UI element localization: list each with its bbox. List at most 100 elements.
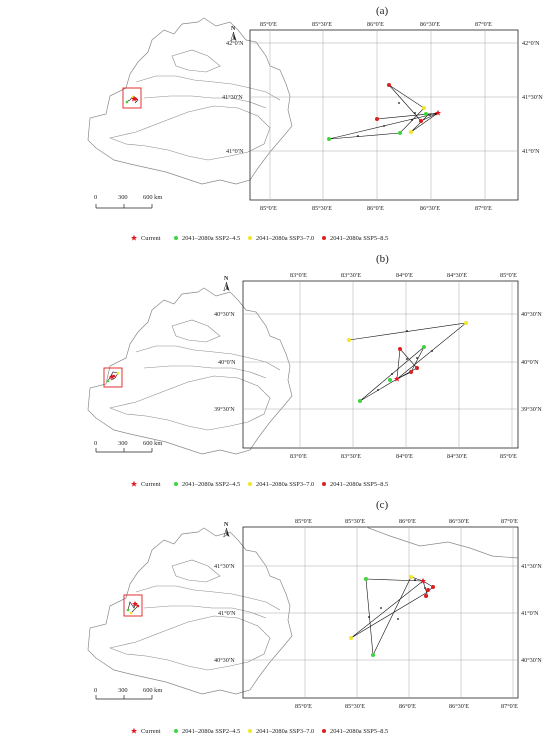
panel-b-lat-right-1: 40°30′N — [521, 311, 542, 318]
panel-c-lon-labels-top: 85°0′E 85°30′E 86°0′E 86°30′E 87°0′E — [295, 518, 518, 525]
legend-a-current: Current — [141, 235, 161, 242]
legend-b-star-icon — [130, 480, 138, 487]
panel-c-lat-right-2: 41°0′N — [521, 610, 539, 617]
panel-b-ssp245-point-1 — [358, 399, 362, 403]
scale-label-600: 600 km — [143, 194, 162, 201]
panel-c-ssp370-point-1 — [409, 575, 413, 579]
panel-b-ssp370-point-1 — [464, 321, 468, 325]
panel-a-label: (a) — [376, 5, 389, 17]
panel-a-ssp585-point-3 — [375, 117, 379, 121]
legend-b-ssp245-dot — [174, 482, 178, 486]
panel-b-current-star-icon — [393, 375, 401, 382]
panel-a-centroid-track — [327, 83, 442, 141]
panel-c-lat-labels-left: 41°30′N 41°0′N 40°30′N — [214, 563, 236, 664]
panel-a-ssp245-point-2 — [398, 131, 402, 135]
panel-c-lon-top-1: 85°0′E — [295, 518, 312, 525]
scale-label-b-300: 300 — [118, 440, 128, 447]
panel-b-lon-top-5: 85°0′E — [500, 272, 517, 279]
panel-a-lon-top-3: 86°0′E — [367, 21, 384, 28]
panel-b-lat-labels-right: 40°30′N 40°0′N 39°30′N — [521, 311, 542, 413]
svg-text:N: N — [224, 276, 229, 282]
panel-a-lat-labels-right: 42°0′N 41°30′N 41°0′N — [522, 40, 543, 155]
panel-c-ssp585-point-2 — [431, 585, 435, 589]
panel-c-lon-bottom-3: 86°0′E — [399, 703, 416, 710]
panel-a-ssp245-point-1 — [327, 137, 331, 141]
panel-a-lon-labels-top: 85°0′E 85°30′E 86°0′E 86°30′E 87°0′E — [260, 21, 492, 28]
panel-c-mini-track — [126, 600, 140, 615]
panel-c-lon-bottom-5: 87°0′E — [501, 703, 518, 710]
scale-label-b-600: 600 km — [143, 440, 162, 447]
panel-c: 0 300 600 km (c) N 85°0′ — [87, 499, 542, 735]
panel-a: 0 300 600 km (a) N 85°0′E — [87, 5, 543, 242]
panel-c-centroid-track — [349, 575, 435, 657]
legend-c-ssp585-dot — [322, 729, 326, 733]
panel-a-lon-top-4: 86°30′E — [420, 21, 440, 28]
panel-b-mini-track — [106, 371, 120, 383]
svg-text:N: N — [224, 522, 229, 528]
panel-a-lon-bottom-4: 86°30′E — [420, 205, 440, 212]
panel-a-scale-bar: 0 300 600 km — [94, 194, 162, 209]
panel-a-lon-top-2: 85°30′E — [312, 21, 332, 28]
panel-b-lat-right-2: 40°0′N — [521, 359, 539, 366]
panel-b-label: (b) — [376, 253, 389, 265]
panel-c-lat-left-3: 40°30′N — [214, 657, 235, 664]
panel-a-lat-left-1: 42°0′N — [226, 40, 244, 47]
panel-c-ssp585-point-3 — [426, 588, 430, 592]
panel-b-lon-top-4: 84°30′E — [447, 272, 467, 279]
svg-text:N: N — [231, 26, 236, 32]
legend-a-ssp585-dot — [322, 236, 326, 240]
panel-b-ssp370-point-2 — [347, 338, 351, 342]
panel-b-ssp585-point-1 — [398, 347, 402, 351]
panel-c-north-arrow-icon: N — [223, 522, 230, 538]
panel-c-lat-right-1: 41°30′N — [521, 563, 542, 570]
legend-b-ssp585: 2041–2080a SSP5–8.5 — [330, 481, 388, 488]
legend-c-ssp370: 2041–2080a SSP3–7.0 — [256, 728, 314, 735]
scale-label-b-0: 0 — [94, 440, 97, 447]
panel-b-centroid-track — [347, 321, 468, 403]
scale-label-c-300: 300 — [118, 687, 128, 694]
panel-b-overview-map — [87, 287, 293, 455]
panel-b-lon-bottom-1: 83°0′E — [290, 453, 307, 460]
panel-b-lon-bottom-4: 84°30′E — [447, 453, 467, 460]
panel-c-lon-bottom-1: 85°0′E — [295, 703, 312, 710]
panel-a-lon-bottom-2: 85°30′E — [312, 205, 332, 212]
panel-b-lon-top-1: 83°0′E — [290, 272, 307, 279]
panel-a-lat-right-2: 41°30′N — [522, 94, 543, 101]
panel-a-ssp585-point-1 — [387, 83, 391, 87]
panel-c-lon-top-4: 86°30′E — [449, 518, 469, 525]
panel-a-north-arrow-icon: N — [230, 26, 237, 42]
panel-a-lon-bottom-3: 86°0′E — [367, 205, 384, 212]
panel-b-region-outline — [87, 287, 293, 455]
panel-c-ssp370-point-2 — [349, 636, 353, 640]
panel-a-lat-labels-left: 42°0′N 41°30′N 41°0′N — [222, 40, 244, 155]
panel-a-lat-left-3: 41°0′N — [226, 148, 244, 155]
panel-c-lat-left-1: 41°30′N — [214, 563, 235, 570]
panel-c-lat-labels-right: 41°30′N 41°0′N 40°30′N — [521, 563, 542, 664]
panel-c-label: (c) — [376, 499, 389, 511]
legend-c-star-icon — [130, 727, 138, 734]
legend-a-ssp585: 2041–2080a SSP5–8.5 — [330, 235, 388, 242]
panel-a-lon-bottom-1: 85°0′E — [260, 205, 277, 212]
legend-c-current: Current — [141, 728, 161, 735]
panel-c-map-frame — [242, 526, 519, 699]
panel-b-scale-bar: 0 300 600 km — [94, 440, 162, 453]
panel-a-ssp585-point-2 — [419, 119, 423, 123]
panel-a-lat-right-3: 41°0′N — [522, 148, 540, 155]
legend-c-ssp585: 2041–2080a SSP5–8.5 — [330, 728, 388, 735]
panel-b-lon-top-3: 84°0′E — [396, 272, 413, 279]
panel-a-lat-left-2: 41°30′N — [222, 94, 243, 101]
panel-b: 0 300 600 km (b) N 83°0′E — [87, 253, 542, 488]
panel-a-legend: Current 2041–2080a SSP2–4.5 2041–2080a S… — [130, 234, 388, 242]
legend-b-ssp370: 2041–2080a SSP3–7.0 — [256, 481, 314, 488]
legend-b-current: Current — [141, 481, 161, 488]
panel-b-lat-right-3: 39°30′N — [521, 406, 542, 413]
panel-c-ssp245-point-1 — [364, 577, 368, 581]
panel-c-ssp245-point-2 — [371, 653, 375, 657]
panel-b-legend: Current 2041–2080a SSP2–4.5 2041–2080a S… — [130, 480, 388, 488]
panel-a-lon-bottom-5: 87°0′E — [475, 205, 492, 212]
panel-c-lon-labels-bottom: 85°0′E 85°30′E 86°0′E 86°30′E 87°0′E — [295, 703, 518, 710]
panel-c-lon-top-3: 86°0′E — [399, 518, 416, 525]
panel-a-lat-right-1: 42°0′N — [522, 40, 540, 47]
panel-c-overview-map — [87, 527, 293, 695]
